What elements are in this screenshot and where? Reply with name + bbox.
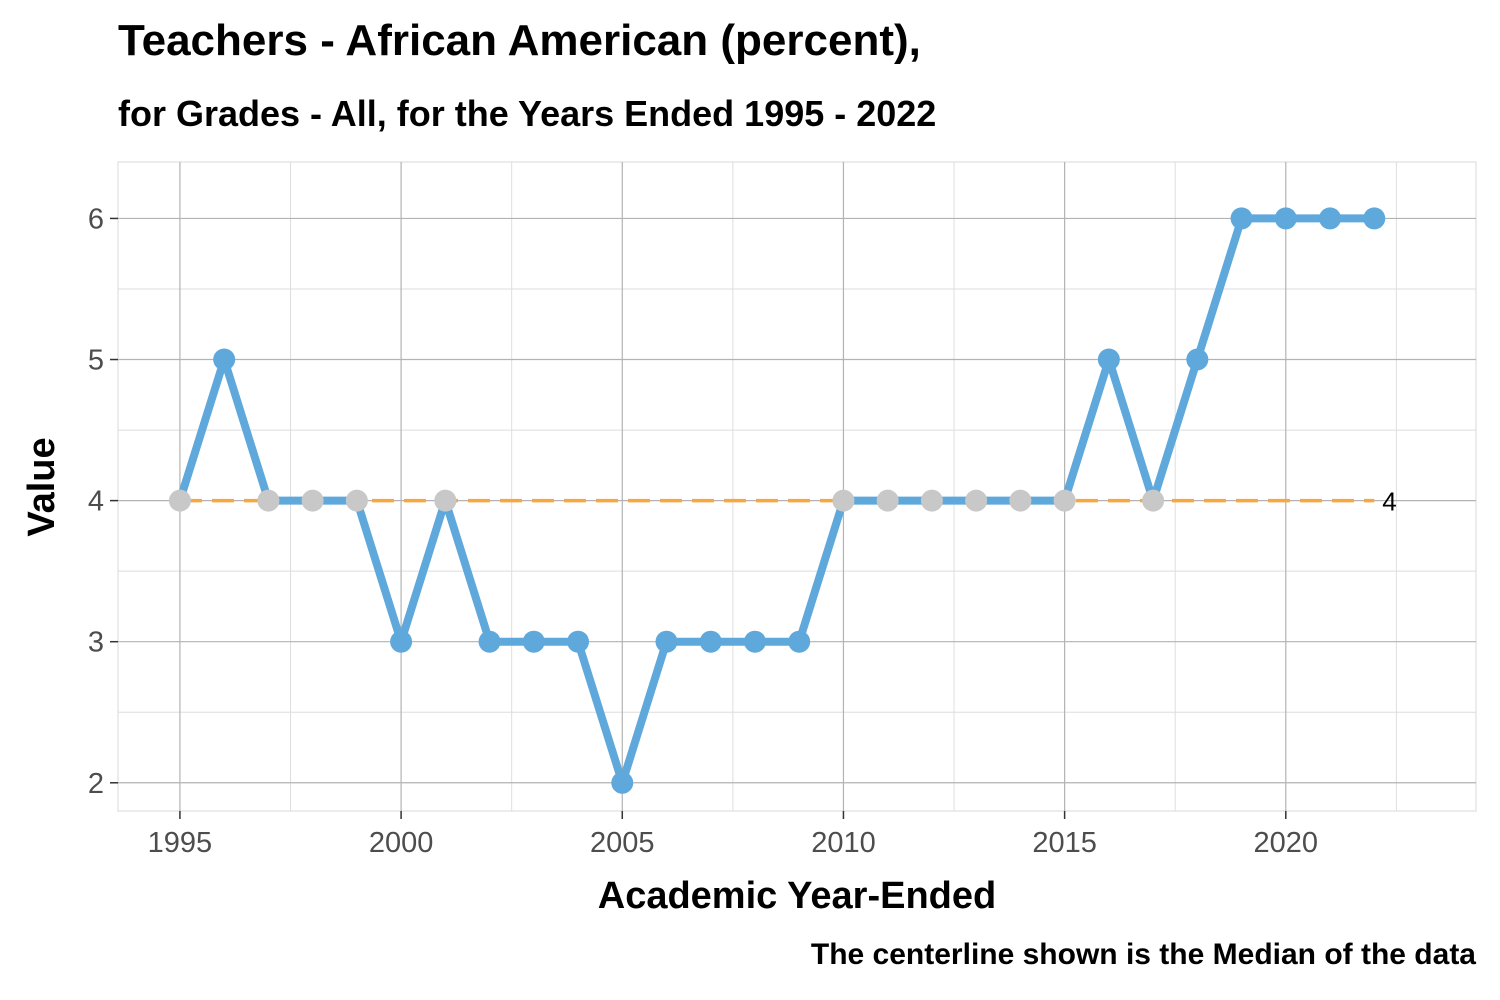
x-tick-label: 2020	[1254, 827, 1319, 859]
data-point	[301, 489, 324, 512]
data-point	[345, 489, 368, 512]
centerline-group: 4	[179, 487, 1397, 517]
data-point	[611, 771, 634, 794]
x-tick-label: 2010	[811, 827, 876, 859]
data-point	[213, 348, 236, 371]
minor-gridlines	[118, 162, 1476, 811]
data-point	[478, 630, 501, 653]
data-point	[567, 630, 590, 653]
data-point	[168, 489, 191, 512]
x-tick-label: 2015	[1032, 827, 1097, 859]
data-point	[1053, 489, 1076, 512]
data-point	[788, 630, 811, 653]
plot-panel	[117, 161, 1477, 812]
data-point	[699, 630, 722, 653]
data-point	[1319, 207, 1342, 230]
data-point	[1142, 489, 1165, 512]
data-point	[1274, 207, 1297, 230]
x-axis-title: Academic Year-Ended	[598, 875, 996, 917]
y-tick-label: 2	[88, 768, 104, 800]
x-tick-label: 2005	[590, 827, 655, 859]
axis-ticks: 1995 2000 2005 2010 2015 2020 2 3 4 5 6	[88, 203, 1318, 859]
data-point	[1186, 348, 1209, 371]
x-tick-label: 2000	[369, 827, 434, 859]
series-group	[175, 214, 1379, 787]
median-value-label: 4	[1382, 487, 1396, 517]
x-tick-label: 1995	[148, 827, 213, 859]
data-point	[743, 630, 766, 653]
data-point	[257, 489, 280, 512]
data-point	[390, 630, 413, 653]
data-point	[876, 489, 899, 512]
data-point	[832, 489, 855, 512]
y-tick-label: 6	[88, 203, 104, 235]
points-group	[168, 207, 1386, 794]
data-point	[1363, 207, 1386, 230]
data-point	[1009, 489, 1032, 512]
data-point	[655, 630, 678, 653]
data-point	[522, 630, 545, 653]
data-point	[1097, 348, 1120, 371]
data-point	[434, 489, 457, 512]
y-tick-label: 5	[88, 345, 104, 377]
y-tick-label: 4	[88, 486, 104, 518]
chart-subtitle: for Grades - All, for the Years Ended 19…	[118, 93, 937, 134]
data-point	[965, 489, 988, 512]
chart-title: Teachers - African American (percent),	[118, 16, 921, 65]
data-point	[920, 489, 943, 512]
data-point	[1230, 207, 1253, 230]
y-axis-title: Value	[21, 437, 63, 536]
series-line	[175, 214, 1379, 787]
chart-caption: The centerline shown is the Median of th…	[810, 938, 1476, 971]
y-tick-label: 3	[88, 627, 104, 659]
